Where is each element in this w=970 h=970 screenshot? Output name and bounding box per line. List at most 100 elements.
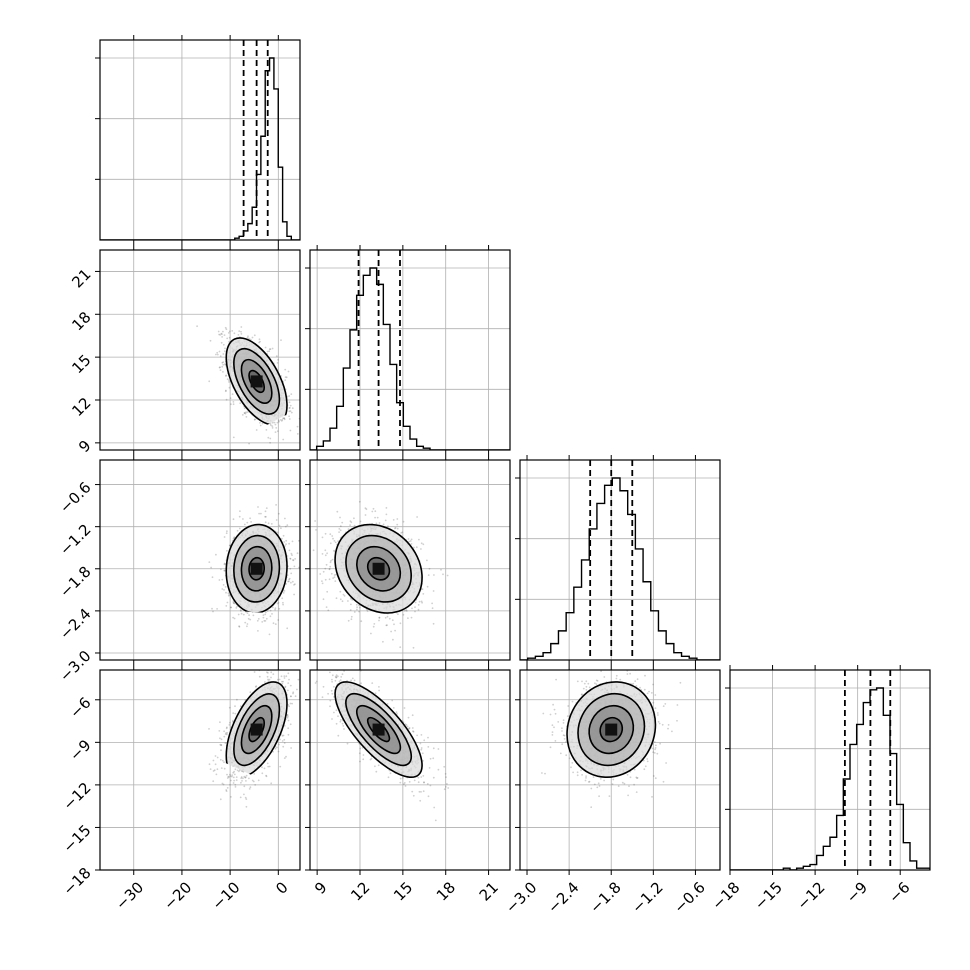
sample-point xyxy=(372,625,375,628)
sample-point xyxy=(227,332,230,334)
sample-point xyxy=(274,607,277,609)
sample-point xyxy=(321,553,324,555)
sample-point xyxy=(232,436,235,439)
sample-point xyxy=(283,417,285,420)
sample-point xyxy=(292,692,294,695)
sample-point xyxy=(223,569,226,572)
density-peak xyxy=(250,375,263,388)
panel-frame xyxy=(99,249,301,451)
sample-point xyxy=(339,598,342,601)
sample-point xyxy=(289,702,292,705)
sample-point xyxy=(259,421,261,424)
sample-point xyxy=(334,541,337,544)
sample-point xyxy=(303,410,305,412)
sample-point xyxy=(240,326,243,328)
sample-point xyxy=(341,600,344,603)
sample-point xyxy=(290,695,292,698)
sample-point xyxy=(258,512,260,515)
sample-point xyxy=(360,620,363,623)
sample-point xyxy=(325,563,328,566)
sample-point xyxy=(240,612,243,615)
sample-point xyxy=(334,580,337,582)
sample-point xyxy=(259,340,261,343)
sample-point xyxy=(265,429,268,431)
sample-point xyxy=(287,689,289,692)
sample-point xyxy=(328,568,331,570)
sample-point xyxy=(413,546,415,549)
sample-point xyxy=(405,609,408,611)
sample-point xyxy=(394,527,397,529)
sample-point xyxy=(225,389,227,392)
sample-point xyxy=(285,539,288,542)
sample-point xyxy=(243,785,246,788)
sample-point xyxy=(219,369,222,371)
sample-point xyxy=(331,535,334,537)
sample-point xyxy=(289,557,292,560)
sample-point xyxy=(384,519,387,522)
sample-point xyxy=(418,538,420,541)
sample-point xyxy=(373,623,376,625)
sample-point xyxy=(230,403,232,406)
sample-point xyxy=(431,607,434,610)
sample-point xyxy=(245,780,247,782)
sample-point xyxy=(220,568,222,571)
sample-point xyxy=(225,374,228,377)
sample-point xyxy=(288,577,291,580)
sample-point xyxy=(282,417,284,420)
sample-point xyxy=(358,500,361,503)
sample-point xyxy=(404,609,406,612)
sample-point xyxy=(288,415,290,418)
sample-point xyxy=(233,617,236,620)
sample-point xyxy=(315,529,317,531)
sample-point xyxy=(223,589,225,591)
sample-point xyxy=(196,325,199,328)
sample-point xyxy=(349,524,351,526)
sample-point xyxy=(412,646,415,649)
sample-point xyxy=(267,522,270,525)
sample-point xyxy=(232,601,235,604)
sample-point xyxy=(232,537,235,540)
panel-frame xyxy=(309,459,511,661)
sample-point xyxy=(271,421,274,424)
sample-point xyxy=(283,417,286,420)
sample-point xyxy=(211,607,213,610)
sample-point xyxy=(293,565,296,568)
sample-point xyxy=(242,613,245,616)
sample-point xyxy=(225,790,228,792)
sample-point xyxy=(282,601,284,604)
sample-point xyxy=(225,375,227,377)
sample-point xyxy=(392,519,395,521)
sample-point xyxy=(229,606,232,609)
sample-point xyxy=(396,523,399,526)
sample-point xyxy=(349,520,352,522)
sample-point xyxy=(291,554,293,556)
sample-point xyxy=(347,619,350,622)
sample-point xyxy=(225,591,227,594)
sample-point xyxy=(238,330,241,332)
sample-point xyxy=(277,619,280,621)
sample-point xyxy=(319,573,322,575)
sample-point xyxy=(239,609,242,611)
sample-point xyxy=(284,368,287,371)
sample-point xyxy=(212,610,214,613)
sample-point xyxy=(353,524,356,527)
sample-point xyxy=(396,527,399,530)
sample-point xyxy=(414,610,416,613)
sample-point xyxy=(257,618,260,620)
sample-point xyxy=(243,412,246,414)
sample-point xyxy=(296,433,299,435)
sample-point xyxy=(238,527,241,530)
sample-point xyxy=(222,353,225,355)
sample-point xyxy=(405,610,408,612)
sample-point xyxy=(285,675,288,678)
sample-point xyxy=(408,540,411,543)
sample-point xyxy=(242,518,244,520)
sample-point xyxy=(339,516,341,519)
sample-point xyxy=(271,347,274,350)
sample-point xyxy=(248,337,250,340)
sample-point xyxy=(232,712,235,714)
sample-point xyxy=(270,523,273,525)
sample-point xyxy=(228,724,231,726)
